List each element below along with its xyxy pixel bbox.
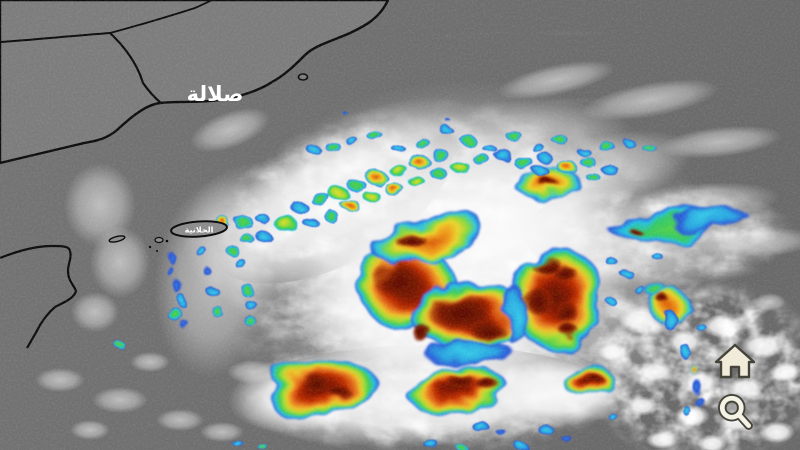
island-dot (148, 245, 152, 249)
island-group-hallaniyat (108, 220, 228, 252)
home-icon (714, 343, 756, 379)
zoom-search-button[interactable] (714, 394, 758, 432)
island-dot (165, 239, 169, 243)
magnifier-icon (718, 394, 753, 430)
island-outline (170, 220, 228, 238)
city-label-salalah: صلالة (187, 82, 244, 106)
island-sliver (108, 235, 126, 243)
island-sliver (154, 236, 164, 244)
island-dot (156, 250, 158, 252)
island-label: الحلانية (185, 226, 214, 235)
home-button[interactable] (710, 342, 760, 380)
